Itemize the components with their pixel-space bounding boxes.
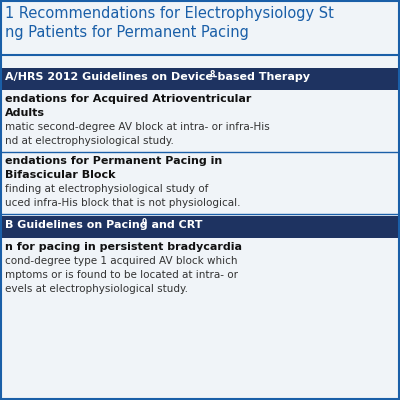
Text: evels at electrophysiological study.: evels at electrophysiological study.: [5, 284, 188, 294]
Text: mptoms or is found to be located at intra- or: mptoms or is found to be located at intr…: [5, 270, 238, 280]
Text: nd at electrophysiological study.: nd at electrophysiological study.: [5, 136, 174, 146]
Text: endations for Acquired Atrioventricular: endations for Acquired Atrioventricular: [5, 94, 251, 104]
Text: uced infra-His block that is not physiological.: uced infra-His block that is not physiol…: [5, 198, 240, 208]
Text: matic second-degree AV block at intra- or infra-His: matic second-degree AV block at intra- o…: [5, 122, 270, 132]
Text: 9: 9: [142, 218, 147, 227]
Text: 1 Recommendations for Electrophysiology St: 1 Recommendations for Electrophysiology …: [5, 6, 334, 21]
Bar: [1, 68, 399, 90]
Text: Adults: Adults: [5, 108, 45, 118]
Text: B Guidelines on Pacing and CRT: B Guidelines on Pacing and CRT: [5, 220, 202, 230]
Text: Bifascicular Block: Bifascicular Block: [5, 170, 116, 180]
Text: endations for Permanent Pacing in: endations for Permanent Pacing in: [5, 156, 222, 166]
Text: A/HRS 2012 Guidelines on Device-based Therapy: A/HRS 2012 Guidelines on Device-based Th…: [5, 72, 310, 82]
Text: cond-degree type 1 acquired AV block which: cond-degree type 1 acquired AV block whi…: [5, 256, 238, 266]
Text: finding at electrophysiological study of: finding at electrophysiological study of: [5, 184, 208, 194]
Text: ng Patients for Permanent Pacing: ng Patients for Permanent Pacing: [5, 25, 249, 40]
Bar: [1, 216, 399, 238]
Text: n for pacing in persistent bradycardia: n for pacing in persistent bradycardia: [5, 242, 242, 252]
Text: 8: 8: [210, 70, 215, 79]
